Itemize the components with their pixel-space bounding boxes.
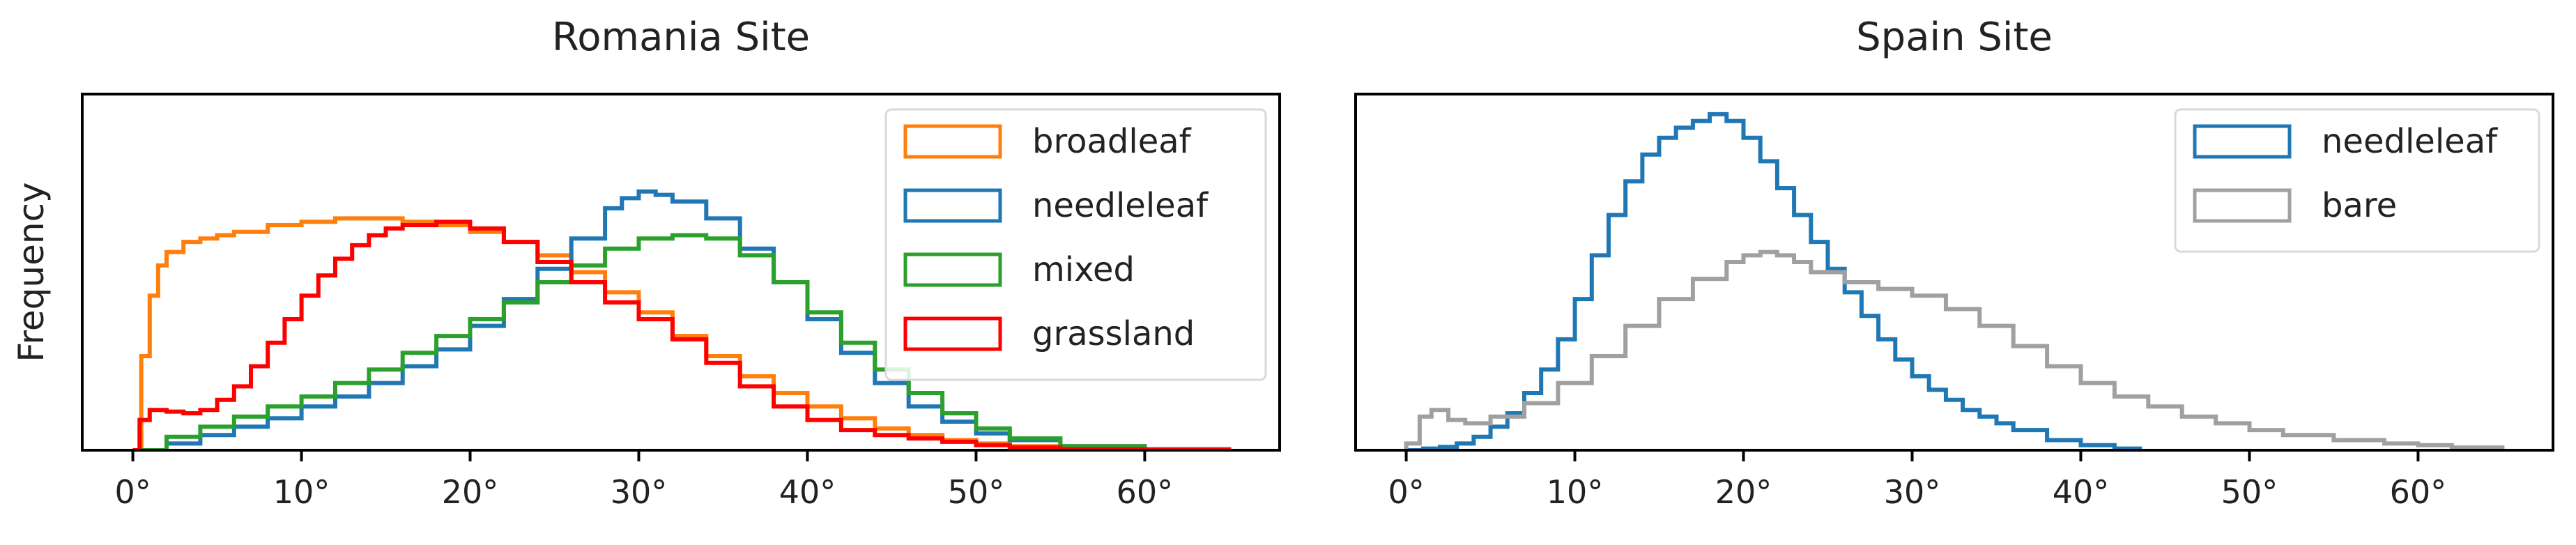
x-tick-label: 20° <box>1715 473 1772 511</box>
x-tick-label: 0° <box>1388 473 1424 511</box>
legend-swatch-broadleaf <box>903 124 1002 159</box>
legend-swatch-mixed <box>903 252 1002 287</box>
series-broadleaf-line <box>132 216 1232 450</box>
x-tick-label: 30° <box>1884 473 1941 511</box>
y-axis-label: Frequency <box>11 182 52 362</box>
x-tick-label: 30° <box>611 473 668 511</box>
legend-swatch-bare <box>2193 188 2292 223</box>
series-needleleaf-line <box>1406 112 2142 450</box>
legend-swatch-grassland <box>903 316 1002 351</box>
series-grassland-line <box>132 220 1232 450</box>
series-group <box>132 189 1232 450</box>
plot-frame <box>1354 93 2554 452</box>
x-tick-label: 10° <box>1547 473 1604 511</box>
x-tick-label: 10° <box>273 473 330 511</box>
x-tick-label: 60° <box>1117 473 1174 511</box>
legend: broadleaf needleleaf mixed grassland <box>884 108 1267 381</box>
x-tick-label: 40° <box>2053 473 2110 511</box>
legend-label-needleleaf: needleleaf <box>1032 186 1209 225</box>
series-needleleaf-line <box>132 189 1232 450</box>
legend-frame <box>2174 108 2540 253</box>
series-bare-line <box>1404 250 2505 450</box>
romania-panel: Romania Site Frequency 0° 10° 20° 30° 40° 50° 60… <box>11 15 1281 511</box>
x-tick-label: 40° <box>779 473 836 511</box>
legend: needleleaf bare <box>2174 108 2540 253</box>
legend-label-bare: bare <box>2322 186 2397 225</box>
chart-title: Romania Site <box>552 15 810 60</box>
series-mixed-line <box>132 233 1232 450</box>
spain-panel: Spain Site 0° 10° 20° 30° 40° 50° 60° needleleaf… <box>1354 15 2554 511</box>
legend-label-grassland: grassland <box>1032 314 1195 353</box>
x-tick-label: 50° <box>948 473 1005 511</box>
legend-swatch-needleleaf <box>2193 124 2292 159</box>
plot-frame <box>81 93 1281 452</box>
x-tick-label: 0° <box>114 473 151 511</box>
legend-label-mixed: mixed <box>1032 250 1135 289</box>
legend-frame <box>884 108 1267 381</box>
chart-title: Spain Site <box>1856 15 2053 60</box>
x-tick-label: 50° <box>2221 473 2278 511</box>
legend-label-needleleaf: needleleaf <box>2322 122 2498 161</box>
x-tick-label: 60° <box>2390 473 2447 511</box>
legend-swatch-needleleaf <box>903 188 1002 223</box>
legend-label-broadleaf: broadleaf <box>1032 122 1192 161</box>
series-group <box>1404 112 2505 450</box>
x-tick-label: 20° <box>442 473 499 511</box>
